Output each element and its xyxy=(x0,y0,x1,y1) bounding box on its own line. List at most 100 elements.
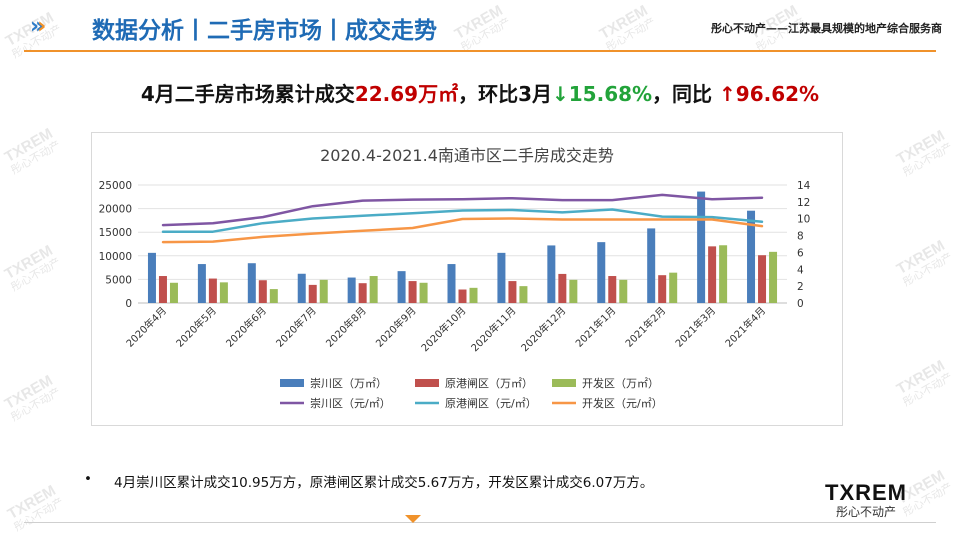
trend-chart: 2020.4-2021.4南通市区二手房成交走势 0 5000 10000 15000 2… xyxy=(99,146,811,410)
bar xyxy=(269,289,278,303)
watermark: TXREM 彤心不动产 xyxy=(1,242,63,295)
x-tick-label: 2020年9月 xyxy=(373,304,419,350)
bar xyxy=(308,284,317,303)
bar xyxy=(158,276,167,303)
legend-label: 崇川区（万㎡） xyxy=(310,377,387,390)
bar xyxy=(247,263,256,303)
chart-container: 2020.4-2021.4南通市区二手房成交走势 0 5000 10000 15000 2… xyxy=(91,132,843,426)
bar xyxy=(597,242,606,303)
header-divider xyxy=(24,50,936,52)
y-left-tick-label: 15000 xyxy=(99,227,132,239)
series-line xyxy=(161,217,764,244)
chevron-icon: »› xyxy=(30,14,47,39)
bar xyxy=(297,273,306,303)
x-tick-label: 2021年1月 xyxy=(573,304,619,350)
x-tick-label: 2021年3月 xyxy=(672,304,718,350)
page-title: 数据分析丨二手房市场丨成交走势 xyxy=(92,18,437,44)
headline-mid2: ，同比 xyxy=(652,82,720,106)
bar xyxy=(569,279,578,303)
bar xyxy=(747,210,756,303)
bar xyxy=(508,281,517,303)
x-tick-label: 2020年12月 xyxy=(518,304,568,354)
watermark: TXREM 彤心不动产 xyxy=(4,482,66,535)
y-right-tick-label: 4 xyxy=(797,264,804,276)
y-right-tick-label: 14 xyxy=(797,180,811,192)
y-right-tick-label: 12 xyxy=(797,197,810,209)
x-tick-label: 2020年4月 xyxy=(123,304,169,350)
legend-label: 开发区（元/㎡） xyxy=(582,396,663,410)
bar xyxy=(347,277,356,303)
triangle-icon xyxy=(405,515,421,523)
bar xyxy=(458,289,467,303)
header: »› 数据分析丨二手房市场丨成交走势 彤心不动产——江苏最具规模的地产综合服务商 xyxy=(0,0,960,52)
legend-swatch xyxy=(280,379,304,387)
bar xyxy=(169,282,178,303)
x-tick-label: 2020年7月 xyxy=(273,304,319,350)
y-right-tick-label: 10 xyxy=(797,214,810,226)
y-left-tick-label: 25000 xyxy=(99,180,132,192)
series-line xyxy=(161,193,764,227)
headline: 4月二手房市场累计成交22.69万㎡，环比3月↓15.68%，同比 ↑96.62… xyxy=(0,78,960,107)
bar xyxy=(408,281,417,303)
bar xyxy=(319,279,328,303)
y-left-tick-label: 20000 xyxy=(99,204,132,216)
headline-prefix: 4月二手房市场累计成交 xyxy=(140,82,355,106)
headline-volume: 22.69万㎡ xyxy=(354,82,459,106)
summary-text: 4月崇川区累计成交10.95万方，原港闸区累计成交5.67万方，开发区累计成交6… xyxy=(114,475,654,491)
bar xyxy=(769,251,778,303)
bar xyxy=(558,273,567,303)
y-left-tick-label: 10000 xyxy=(99,251,132,263)
footer-divider xyxy=(24,522,936,523)
bar xyxy=(397,271,406,303)
bar xyxy=(419,282,428,303)
bar xyxy=(219,282,228,303)
bar xyxy=(547,245,556,303)
watermark: TXREM 彤心不动产 xyxy=(893,357,955,410)
x-tick-label: 2020年5月 xyxy=(173,304,219,350)
headline-mom: ↓15.68% xyxy=(552,82,653,106)
legend-label: 原港闸区（万㎡） xyxy=(445,377,533,390)
chart-title: 2020.4-2021.4南通市区二手房成交走势 xyxy=(320,146,614,165)
bar xyxy=(497,252,506,303)
headline-mid: ，环比3月 xyxy=(458,82,552,106)
logo-mark: TXREM xyxy=(825,480,907,505)
y-left-tick-label: 5000 xyxy=(105,274,132,286)
tagline: 彤心不动产——江苏最具规模的地产综合服务商 xyxy=(711,22,942,35)
bar xyxy=(719,245,728,303)
logo-text: 彤心不动产 xyxy=(835,505,896,519)
x-tick-label: 2021年2月 xyxy=(622,304,668,350)
y-right-tick-label: 8 xyxy=(797,231,804,243)
legend-label: 开发区（万㎡） xyxy=(582,376,659,390)
x-tick-label: 2020年6月 xyxy=(223,304,269,350)
bar xyxy=(758,255,767,303)
watermark: TXREM 彤心不动产 xyxy=(1,125,63,178)
bar xyxy=(358,283,367,303)
headline-yoy: ↑96.62% xyxy=(719,82,820,106)
bar xyxy=(258,280,267,303)
watermark: TXREM 彤心不动产 xyxy=(893,127,955,180)
y-right-tick-label: 6 xyxy=(797,247,804,259)
bar xyxy=(447,264,456,303)
bar xyxy=(369,276,378,303)
bar xyxy=(197,264,206,303)
legend-swatch xyxy=(552,379,576,387)
bar xyxy=(708,246,717,303)
bar xyxy=(519,286,528,303)
bar xyxy=(619,279,628,303)
watermark: TXREM 彤心不动产 xyxy=(1,372,63,425)
x-tick-label: 2020年11月 xyxy=(468,304,518,354)
bar xyxy=(469,287,478,303)
watermark: TXREM 彤心不动产 xyxy=(893,237,955,290)
legend-swatch xyxy=(415,379,439,387)
bar xyxy=(658,275,667,303)
company-logo: TXREM 彤心不动产 xyxy=(818,480,914,520)
bar xyxy=(697,191,706,303)
bullet-icon: • xyxy=(84,471,92,487)
legend-label: 原港闸区（元/㎡） xyxy=(445,397,537,410)
x-tick-label: 2020年10月 xyxy=(418,304,468,354)
x-tick-label: 2020年8月 xyxy=(323,304,369,350)
series-line xyxy=(161,208,764,233)
y-right-tick-label: 0 xyxy=(797,298,804,310)
y-right-tick-label: 2 xyxy=(797,281,804,293)
bar xyxy=(608,276,617,303)
